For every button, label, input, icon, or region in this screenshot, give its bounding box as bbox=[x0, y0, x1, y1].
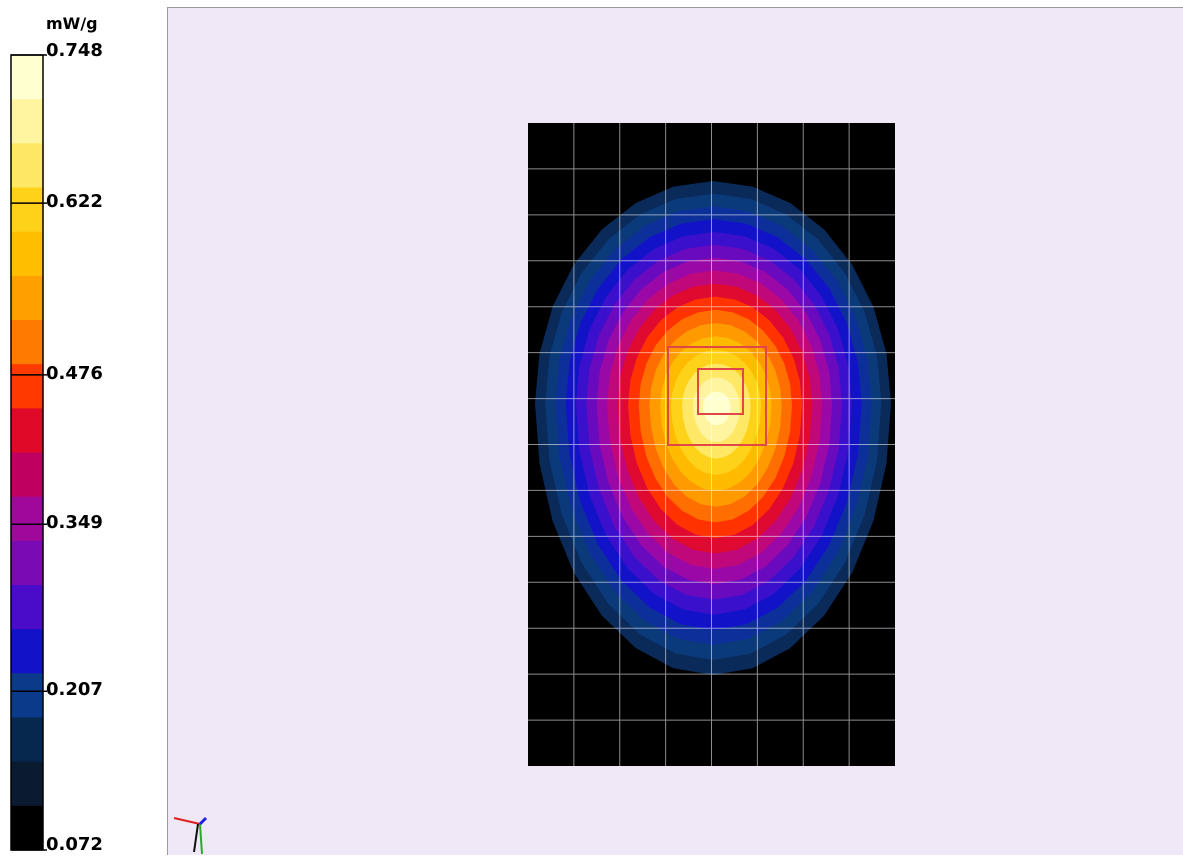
colorbar-swatch bbox=[11, 99, 43, 144]
colorbar-swatch bbox=[11, 364, 43, 409]
colorbar-swatch bbox=[11, 673, 43, 718]
axis-stem bbox=[193, 823, 199, 853]
colorbar-swatch bbox=[11, 761, 43, 807]
colorbar-tick-label: 0.476 bbox=[46, 362, 103, 384]
colorbar-tick-label: 0.748 bbox=[46, 40, 103, 61]
colorbar-legend: mW/g 0.748 0.622 0.476 0.349 0.207 0.072 bbox=[0, 0, 168, 855]
colorbar-swatch bbox=[11, 231, 43, 277]
y-axis-line bbox=[199, 823, 203, 855]
colorbar-tick-label: 0.349 bbox=[46, 512, 103, 534]
colorbar-swatch bbox=[11, 408, 43, 453]
z-axis-line bbox=[198, 816, 208, 826]
colorbar-unit: mW/g bbox=[46, 14, 98, 33]
colorbar bbox=[10, 54, 47, 851]
sar-heatmap bbox=[528, 123, 895, 766]
colorbar-swatch bbox=[11, 320, 43, 365]
peak-zoom-box-outer bbox=[667, 346, 767, 446]
colorbar-tick-label: 0.072 bbox=[46, 834, 103, 855]
colorbar-swatch bbox=[11, 55, 43, 100]
contour-level bbox=[702, 391, 731, 426]
colorbar-tick-label: 0.622 bbox=[46, 191, 103, 213]
colorbar-swatch bbox=[11, 496, 43, 542]
colorbar-tick-label: 0.207 bbox=[46, 679, 103, 701]
colorbar-swatch bbox=[11, 540, 43, 586]
peak-zoom-box-inner bbox=[697, 368, 744, 415]
axes-orientation-icon bbox=[173, 816, 208, 855]
colorbar-swatch bbox=[11, 629, 43, 674]
colorbar-swatch bbox=[11, 452, 43, 498]
colorbar-swatch bbox=[11, 275, 43, 321]
sar-plot-area bbox=[167, 7, 1183, 855]
xyz-axes-icon bbox=[170, 814, 210, 855]
colorbar-swatch bbox=[11, 143, 43, 188]
colorbar-swatch bbox=[11, 805, 43, 851]
colorbar-swatch bbox=[11, 187, 43, 233]
colorbar-swatch bbox=[11, 585, 43, 630]
x-axis-line bbox=[173, 817, 201, 825]
colorbar-swatch bbox=[11, 717, 43, 763]
